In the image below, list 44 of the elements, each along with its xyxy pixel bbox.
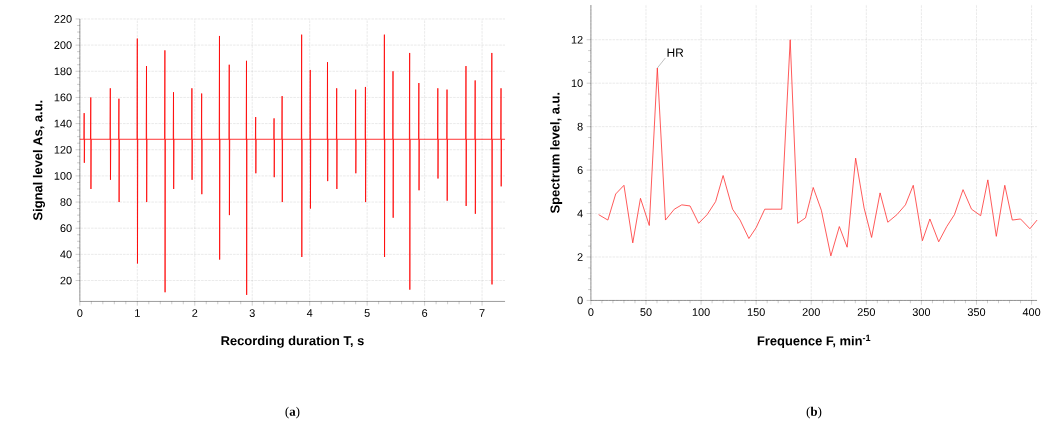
line-series bbox=[79, 34, 506, 296]
x-tick-label: 150 bbox=[747, 308, 765, 316]
x-tick-label: 1 bbox=[135, 309, 140, 317]
x-tick-label: 7 bbox=[479, 309, 485, 317]
x-tick-label: 200 bbox=[802, 308, 820, 316]
text: (b) bbox=[806, 406, 822, 419]
x-tick-label: 5 bbox=[364, 309, 370, 317]
y-tick-label: 120 bbox=[54, 145, 72, 154]
y-tick-label: 10 bbox=[571, 79, 583, 87]
y-tick-label: 6 bbox=[577, 166, 583, 174]
x-tick-label: 100 bbox=[692, 308, 710, 316]
y-axis-title: Spectrum level, a.u. bbox=[550, 92, 563, 213]
y-tick-label: 100 bbox=[54, 171, 72, 180]
y-axis-title: Signal level As, a.u. bbox=[32, 100, 46, 221]
x-tick-label: 250 bbox=[857, 308, 875, 316]
x-tick-label: 3 bbox=[249, 309, 255, 317]
y-tick-label: 2 bbox=[577, 253, 583, 261]
x-tick-label: 0 bbox=[588, 308, 594, 316]
x-tick-label: 2 bbox=[192, 309, 198, 317]
y-tick-label: 140 bbox=[54, 119, 72, 128]
x-tick-label: 50 bbox=[640, 308, 652, 316]
y-tick-label: 160 bbox=[54, 93, 72, 102]
y-tick-label: 20 bbox=[60, 276, 72, 285]
x-tick-label: 4 bbox=[306, 309, 313, 317]
y-tick-label: 8 bbox=[577, 122, 583, 131]
y-tick-label: 40 bbox=[60, 250, 72, 259]
annotation: HR bbox=[667, 48, 684, 57]
y-tick-label: 220 bbox=[54, 15, 72, 23]
x-tick-label: 6 bbox=[422, 309, 428, 317]
y-tick-label: 80 bbox=[60, 198, 72, 206]
x-axis-title: Recording duration T, s bbox=[221, 335, 364, 348]
x-tick-label: 400 bbox=[1022, 308, 1041, 316]
y-tick-label: 180 bbox=[54, 67, 72, 76]
x-tick-label: 300 bbox=[912, 308, 931, 316]
y-tick-label: 0 bbox=[577, 296, 583, 305]
y-tick-label: 4 bbox=[577, 209, 583, 218]
y-tick-label: 12 bbox=[571, 35, 583, 44]
y-tick-label: 200 bbox=[54, 41, 72, 49]
text: (a) bbox=[285, 406, 300, 419]
y-tick-label: 60 bbox=[60, 224, 72, 232]
x-tick-label: 350 bbox=[967, 308, 986, 316]
x-tick-label: 0 bbox=[77, 309, 83, 317]
x-axis-title: Frequence F, min$^{-1}$ bbox=[757, 334, 871, 348]
line-series bbox=[598, 39, 1038, 257]
